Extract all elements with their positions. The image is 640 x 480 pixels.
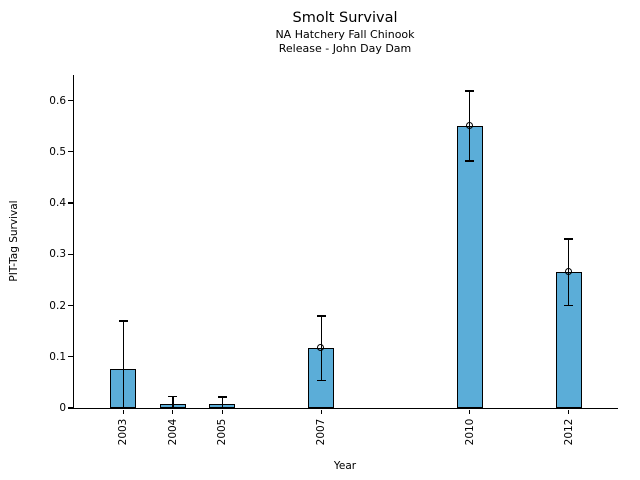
error-bar-line: [221, 397, 224, 408]
y-tick-label: 0.3: [49, 248, 66, 261]
y-tick: [68, 202, 73, 204]
plot-area: 0 0.1 0.2 0.3 0.4 0.5 0.6 2003 2004 2005 2007 2010 2…: [49, 75, 618, 445]
x-tick: [469, 409, 471, 414]
point-marker: [564, 267, 572, 275]
x-tick-label: 2010: [463, 418, 476, 446]
x-tick-label: 2003: [117, 418, 130, 446]
y-tick: [68, 304, 73, 307]
y-tick-label: 0.4: [49, 197, 66, 210]
bar-2012: [555, 271, 582, 408]
y-tick: [68, 356, 73, 358]
x-tick: [320, 409, 322, 414]
chart-subtitle-line2: Release - John Day Dam: [278, 41, 412, 55]
error-bar-line: [172, 396, 174, 408]
y-tick-label: 0.1: [49, 350, 66, 363]
x-tick: [122, 409, 125, 414]
y-tick-label: 0.5: [49, 145, 66, 158]
error-bar-cap-bottom: [564, 304, 574, 307]
y-tick-label: 0: [59, 402, 66, 414]
error-bar-cap-bottom: [316, 379, 326, 382]
error-bar-line: [122, 320, 125, 408]
y-tick: [68, 407, 73, 409]
chart-title: Smolt Survival: [292, 10, 398, 26]
chart-subtitle-line1: NA Hatchery Fall Chinook: [275, 28, 415, 41]
error-bar-cap-top: [316, 315, 326, 317]
x-tick: [567, 409, 570, 414]
y-tick-label: 0.6: [49, 94, 66, 107]
point-marker: [465, 121, 473, 129]
error-bar-cap-top: [118, 320, 128, 322]
error-bar-cap-top: [217, 396, 227, 398]
error-bar-cap-top: [168, 395, 178, 398]
point-marker: [317, 344, 325, 352]
error-bar-cap-top: [564, 238, 574, 240]
y-axis-label: PIT-Tag Survival: [8, 200, 20, 282]
y-tick: [68, 151, 73, 153]
x-tick: [172, 409, 174, 414]
x-tick-label: 2007: [315, 418, 328, 446]
y-tick: [68, 253, 73, 255]
x-tick: [221, 409, 223, 414]
x-tick-label: 2005: [216, 418, 229, 446]
y-tick: [68, 100, 73, 102]
x-tick-label: 2012: [562, 418, 575, 446]
bar-2010: [456, 125, 483, 408]
error-bar-cap-bottom: [465, 160, 475, 162]
x-tick-label: 2004: [166, 418, 179, 446]
chart-title-block: Smolt Survival NA Hatchery Fall Chinook …: [73, 9, 617, 55]
error-bar-cap-top: [465, 90, 475, 92]
y-tick-label: 0.2: [49, 299, 66, 312]
x-axis-label: Year: [333, 460, 357, 472]
